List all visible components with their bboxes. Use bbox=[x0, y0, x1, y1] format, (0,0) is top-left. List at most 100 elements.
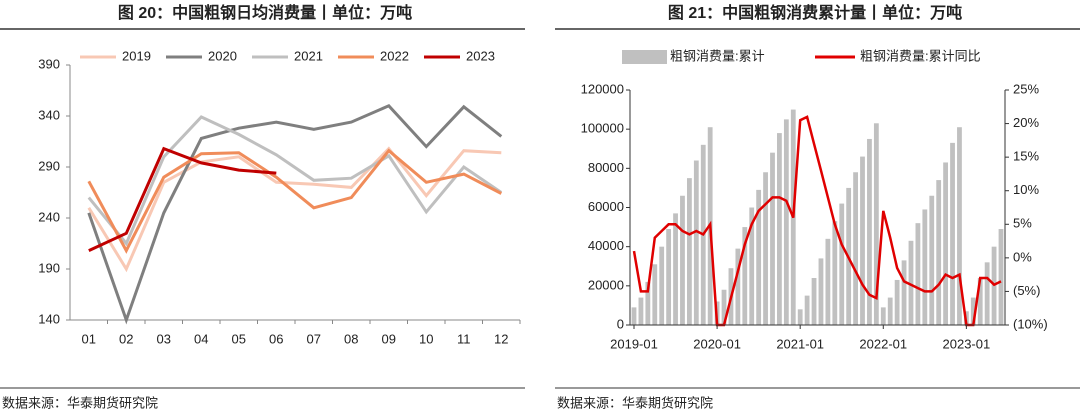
y2-tick-label: 0% bbox=[1013, 249, 1032, 264]
x-tick-label: 2023-01 bbox=[943, 336, 991, 351]
bar bbox=[631, 307, 637, 325]
y-tick-label: 390 bbox=[38, 56, 60, 71]
chart-title: 图 20：中国粗钢日均消费量丨单位：万吨 bbox=[118, 3, 412, 22]
legend-label: 2019 bbox=[122, 48, 151, 63]
y2-tick-label: 5% bbox=[1013, 216, 1032, 231]
bar bbox=[915, 223, 921, 325]
bar bbox=[804, 295, 810, 325]
bar bbox=[853, 172, 858, 325]
x-tick-label: 04 bbox=[194, 331, 208, 346]
y-tick-label: 340 bbox=[38, 107, 60, 122]
x-tick-label: 05 bbox=[232, 331, 246, 346]
y-tick-label: 290 bbox=[38, 158, 60, 173]
legend-label: 2022 bbox=[380, 48, 409, 63]
bar bbox=[735, 248, 741, 325]
bar bbox=[887, 297, 893, 325]
legend-label: 2020 bbox=[208, 48, 237, 63]
bar bbox=[894, 279, 900, 325]
bar bbox=[797, 309, 803, 325]
bar bbox=[867, 138, 872, 325]
data-line bbox=[632, 115, 1002, 327]
x-tick-label: 06 bbox=[269, 331, 283, 346]
legend-label: 2023 bbox=[466, 48, 495, 63]
bar bbox=[832, 221, 838, 325]
bar bbox=[721, 289, 727, 325]
x-tick-label: 2019-01 bbox=[610, 336, 658, 351]
data-line bbox=[87, 103, 503, 325]
bar bbox=[901, 260, 907, 325]
bar bbox=[984, 262, 990, 325]
data-line bbox=[87, 115, 503, 247]
bar bbox=[825, 238, 831, 325]
bar bbox=[957, 127, 962, 325]
chart-title: 图 21：中国粗钢消费累计量丨单位：万吨 bbox=[668, 3, 962, 22]
bar bbox=[645, 281, 651, 325]
bar bbox=[929, 195, 935, 325]
x-tick-label: 2020-01 bbox=[693, 336, 741, 351]
bar bbox=[686, 178, 692, 325]
bar bbox=[922, 209, 928, 325]
y-tick-label: 60000 bbox=[588, 199, 624, 214]
x-tick-label: 10 bbox=[419, 331, 433, 346]
y-tick-label: 120000 bbox=[581, 81, 624, 96]
y2-tick-label: 25% bbox=[1013, 81, 1039, 96]
y-tick-label: 190 bbox=[38, 260, 60, 275]
x-tick-label: 12 bbox=[494, 331, 508, 346]
bar bbox=[908, 240, 914, 325]
x-tick-label: 11 bbox=[457, 331, 471, 346]
x-tick-label: 07 bbox=[307, 331, 321, 346]
bar bbox=[666, 229, 672, 325]
legend-label: 粗钢消费量:累计同比 bbox=[860, 48, 981, 63]
x-tick-label: 08 bbox=[344, 331, 358, 346]
bar bbox=[693, 160, 699, 325]
bar bbox=[977, 278, 983, 325]
bar bbox=[652, 264, 658, 325]
y2-tick-label: 20% bbox=[1013, 115, 1039, 130]
bar bbox=[943, 162, 949, 325]
x-tick-label: 02 bbox=[119, 331, 133, 346]
x-tick-label: 03 bbox=[157, 331, 171, 346]
bar bbox=[770, 152, 775, 325]
y2-tick-label: 15% bbox=[1013, 149, 1039, 164]
bar bbox=[880, 307, 886, 325]
bar bbox=[756, 189, 762, 325]
bar bbox=[970, 297, 976, 325]
bar bbox=[659, 246, 665, 325]
x-tick-label: 01 bbox=[82, 331, 96, 346]
data-line bbox=[87, 146, 502, 273]
y-tick-label: 0 bbox=[617, 316, 624, 331]
data-line bbox=[88, 146, 277, 252]
y2-tick-label: 10% bbox=[1013, 182, 1039, 197]
y-tick-label: 140 bbox=[38, 311, 60, 326]
bar bbox=[749, 207, 755, 325]
y-tick-label: 100000 bbox=[581, 121, 624, 136]
y2-tick-label: (10%) bbox=[1013, 316, 1048, 331]
legend-swatch bbox=[622, 50, 667, 64]
bar bbox=[763, 172, 768, 325]
y-tick-label: 20000 bbox=[588, 277, 624, 292]
source: 数据来源：华泰期货研究院 bbox=[2, 395, 158, 410]
data-line bbox=[87, 148, 502, 254]
bar bbox=[811, 278, 817, 325]
bar bbox=[638, 297, 644, 325]
bar bbox=[839, 203, 845, 325]
legend-label: 2021 bbox=[294, 48, 323, 63]
y-tick-label: 240 bbox=[38, 209, 60, 224]
bar bbox=[860, 156, 865, 325]
y2-tick-label: (5%) bbox=[1013, 283, 1040, 298]
x-tick-label: 2021-01 bbox=[776, 336, 824, 351]
bar bbox=[936, 180, 942, 325]
bar bbox=[950, 142, 955, 325]
x-tick-label: 2022-01 bbox=[859, 336, 907, 351]
y-tick-label: 40000 bbox=[588, 238, 624, 253]
bar bbox=[777, 133, 782, 325]
bar bbox=[783, 119, 789, 325]
source: 数据来源：华泰期货研究院 bbox=[557, 395, 713, 410]
bar bbox=[998, 229, 1004, 325]
bar bbox=[742, 227, 748, 325]
x-tick-label: 09 bbox=[382, 331, 396, 346]
bar bbox=[873, 123, 879, 326]
bar bbox=[673, 213, 678, 325]
